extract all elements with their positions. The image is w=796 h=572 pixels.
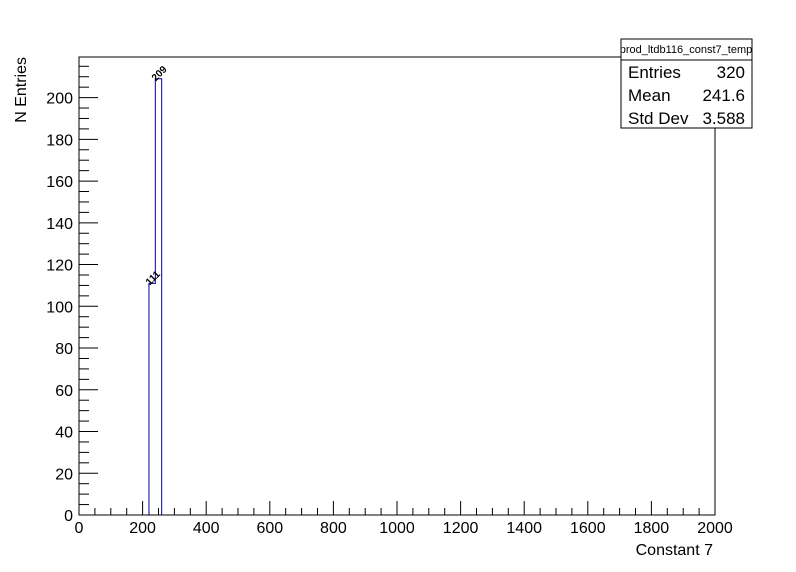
y-tick-label: 160 [46, 174, 73, 191]
y-tick-label: 40 [55, 425, 73, 442]
x-tick-label: 2000 [697, 520, 733, 537]
x-axis-ticks [78, 501, 716, 515]
x-axis-tick-labels: 0 200 400 600 800 1000 1200 1400 1600 1800 2000 [75, 520, 733, 537]
stats-box-title: prod_ltdb116_const7_temp [620, 44, 753, 56]
x-tick-label: 200 [129, 520, 156, 537]
stats-mean-value: 241.6 [702, 86, 745, 105]
histogram-outline [148, 78, 163, 515]
y-tick-label: 20 [55, 466, 73, 483]
stats-stddev-label: Std Dev [628, 109, 689, 128]
y-tick-label: 140 [46, 216, 73, 233]
x-tick-label: 1600 [570, 520, 606, 537]
y-tick-label: 0 [64, 508, 73, 525]
stats-entries-value: 320 [717, 63, 745, 82]
y-tick-label: 80 [55, 341, 73, 358]
x-tick-label: 400 [193, 520, 220, 537]
x-tick-label: 1200 [443, 520, 479, 537]
x-tick-label: 1800 [634, 520, 670, 537]
stats-box: prod_ltdb116_const7_temp Entries 320 Mea… [620, 38, 753, 129]
y-axis-ticks [79, 65, 98, 516]
bin-value-label: 209 [150, 64, 170, 84]
y-tick-label: 60 [55, 383, 73, 400]
y-tick-label: 100 [46, 299, 73, 316]
y-tick-label: 180 [46, 132, 73, 149]
x-tick-label: 1400 [506, 520, 542, 537]
bin-value-labels: 111 209 [144, 64, 170, 288]
x-tick-label: 1000 [379, 520, 415, 537]
y-tick-label: 200 [46, 91, 73, 108]
y-tick-label: 120 [46, 258, 73, 275]
stats-box-frame [620, 38, 753, 129]
stats-entries-label: Entries [628, 63, 681, 82]
x-axis-title: Constant 7 [636, 542, 713, 559]
stats-mean-label: Mean [628, 86, 671, 105]
y-axis-tick-labels: 0 20 40 60 80 100 120 140 160 180 200 [46, 91, 73, 525]
stats-stddev-value: 3.588 [702, 109, 745, 128]
plot-frame [78, 56, 716, 516]
bin-value-label: 111 [144, 269, 163, 288]
x-tick-label: 800 [320, 520, 347, 537]
y-axis-title: N Entries [13, 57, 30, 123]
x-tick-label: 0 [75, 520, 84, 537]
x-tick-label: 600 [256, 520, 283, 537]
